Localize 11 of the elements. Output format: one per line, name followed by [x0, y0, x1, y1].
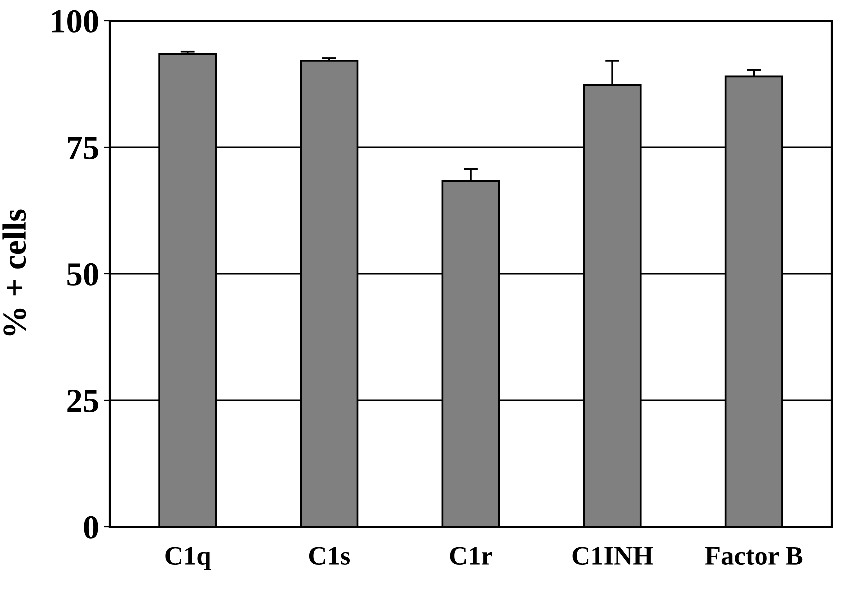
y-tick-label: 100 — [52, 10, 98, 33]
x-tick-label: C1r — [450, 547, 492, 566]
y-tick-label: 25 — [68, 390, 98, 412]
x-tick-label: C1q — [166, 547, 212, 570]
x-tick-label: C1s — [309, 547, 350, 566]
y-tick-label: 75 — [68, 137, 98, 160]
x-tick-label: Factor B — [705, 547, 803, 566]
x-tick-label: C1INH — [572, 547, 654, 566]
y-axis-title: % + cells — [2, 210, 26, 336]
y-tick-label: 50 — [68, 263, 98, 286]
y-tick-label: 0 — [84, 516, 98, 539]
